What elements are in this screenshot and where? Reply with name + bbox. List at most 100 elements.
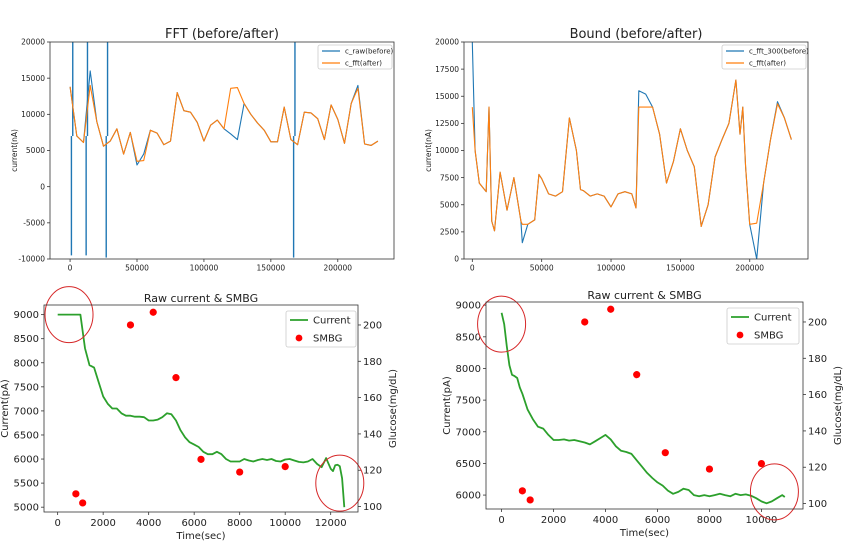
x-tick-label: 6000	[645, 515, 670, 526]
chart-panel-2: Bound (before/after)0 50000 100000 150000 20…	[424, 27, 809, 273]
y2-tick-label: 160	[363, 393, 382, 404]
y-tick-label: 10000	[21, 110, 45, 119]
annotation-circle	[749, 463, 799, 521]
x-tick-label: 200000	[735, 264, 764, 273]
y-tick-label: 12500	[435, 119, 459, 128]
y-tick-label: 6500	[456, 459, 481, 470]
y2-tick-label: 200	[363, 320, 382, 331]
series-line	[500, 312, 786, 505]
x-tick-label: 0	[470, 264, 475, 273]
y-tick-label: 20000	[21, 38, 45, 47]
legend-label: c_fft(after)	[749, 59, 786, 67]
y-tick-label: 17500	[435, 65, 459, 74]
x-tick-label: 0	[54, 518, 60, 529]
y-axis-label: Current(pA)	[0, 379, 11, 438]
x-tick-label: 150000	[666, 264, 695, 273]
y-axis-label: Current(pA)	[442, 376, 453, 435]
plot-frame	[463, 41, 809, 260]
y-tick-label: 20000	[435, 38, 459, 47]
chart-title: Bound (before/after)	[570, 27, 703, 42]
smbg-point	[149, 308, 157, 316]
y2-tick-label: 180	[363, 357, 382, 368]
y-tick-label: 9000	[456, 301, 481, 312]
y-tick-label: 2500	[440, 228, 459, 237]
y-axis-label: current(nA)	[424, 129, 433, 172]
legend-marker	[736, 331, 744, 339]
smbg-point	[633, 371, 641, 379]
x-tick-label: 4000	[593, 515, 618, 526]
x-tick-label: 6000	[181, 518, 206, 529]
y2-axis-label: Glucose(mg/dL)	[388, 369, 399, 448]
plot-frame	[485, 301, 804, 510]
smbg-point	[607, 305, 615, 313]
legend-label: c_fft_300(before)	[749, 47, 809, 55]
legend-label: SMBG	[754, 331, 783, 342]
smbg-point	[757, 460, 766, 468]
y2-tick-label: 100	[363, 502, 382, 513]
smbg-point	[526, 496, 534, 504]
x-tick-label: 0	[498, 515, 504, 526]
y2-tick-label: 120	[808, 463, 827, 474]
series-line	[471, 42, 792, 259]
smbg-point	[236, 468, 244, 476]
annotation-circle	[315, 454, 365, 512]
chart-title: FFT (before/after)	[165, 27, 279, 42]
series-line	[471, 79, 792, 232]
y-tick-label: 6500	[14, 430, 39, 441]
y-axis-label: current(nA)	[10, 129, 19, 172]
annotation-circle	[44, 286, 94, 344]
x-tick-label: 2000	[541, 515, 566, 526]
x-tick-label: 200000	[323, 264, 352, 273]
legend-label: c_raw(before)	[345, 47, 394, 55]
y2-tick-label: 140	[808, 426, 827, 437]
smbg-point	[281, 463, 289, 471]
x-tick-label: 100000	[190, 264, 219, 273]
y2-tick-label: 120	[363, 466, 382, 477]
y-tick-label: 6000	[14, 455, 39, 466]
y2-tick-label: 160	[808, 390, 827, 401]
plot-area	[500, 305, 786, 505]
x-tick-label: 0	[68, 264, 73, 273]
y-tick-label: -10000	[18, 255, 45, 264]
x-tick-label: 2000	[90, 518, 115, 529]
smbg-point	[79, 499, 87, 507]
smbg-point	[126, 321, 135, 329]
y-tick-label: 8500	[456, 332, 481, 343]
chart-panel-4: Raw current & SMBG 0 2000 4000 6000 8000 10000…	[442, 289, 844, 539]
y-tick-label: 15000	[435, 92, 459, 101]
plot-frame	[49, 41, 395, 260]
smbg-point	[518, 487, 526, 495]
y2-tick-label: 100	[808, 499, 827, 510]
y-tick-label: 5000	[14, 503, 39, 514]
x-axis-label: Time(sec)	[619, 528, 669, 539]
y-tick-label: 5000	[26, 146, 45, 155]
smbg-point	[197, 455, 205, 463]
y2-tick-label: 180	[808, 354, 827, 365]
series-line	[69, 84, 379, 162]
y-tick-label: 9000	[14, 310, 39, 321]
y2-tick-label: 200	[808, 317, 827, 328]
y-tick-label: 7000	[456, 427, 481, 438]
smbg-point	[661, 449, 669, 457]
y-tick-label: 7000	[14, 406, 39, 417]
x-tick-label: 100000	[597, 264, 626, 273]
plot-area	[57, 308, 346, 508]
plot-area	[471, 42, 792, 259]
legend: Current SMBG	[726, 307, 800, 345]
legend: c_fft_300(before) c_fft(after)	[721, 44, 809, 70]
chart-title: Raw current & SMBG	[144, 292, 258, 305]
y-tick-label: 0	[454, 255, 459, 264]
y-tick-label: 5500	[14, 479, 39, 490]
y-tick-label: 10000	[435, 146, 459, 155]
y-tick-label: 7500	[440, 173, 459, 182]
x-tick-label: 150000	[257, 264, 286, 273]
y-tick-label: -5000	[23, 218, 45, 227]
y-tick-label: 7500	[14, 382, 39, 393]
legend-marker	[295, 334, 303, 342]
series-line	[69, 70, 379, 166]
smbg-point	[705, 465, 714, 473]
smbg-point	[172, 374, 180, 382]
y-tick-label: 8500	[14, 334, 39, 345]
smbg-point	[581, 318, 589, 326]
